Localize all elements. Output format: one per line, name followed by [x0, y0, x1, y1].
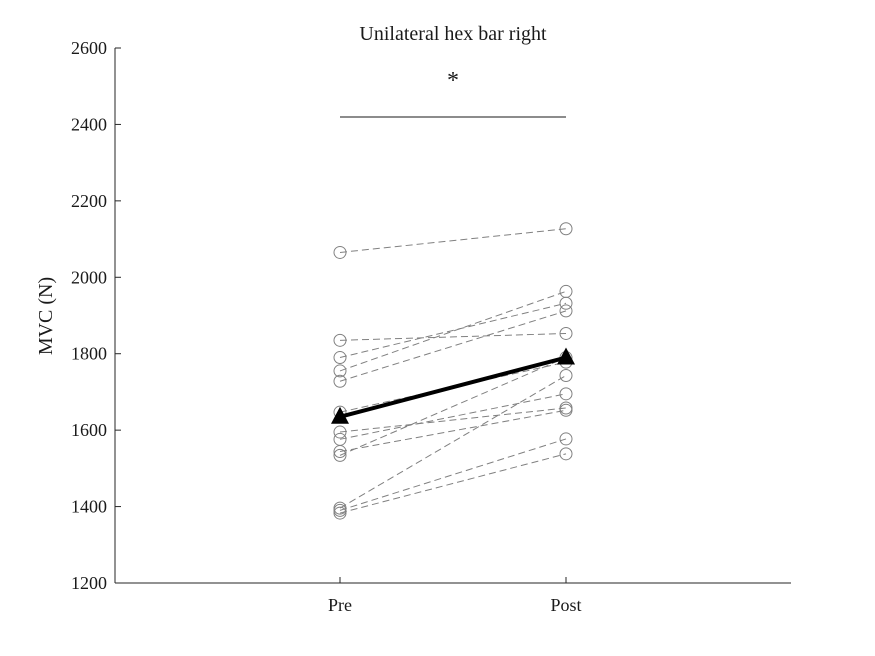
individual-point — [333, 448, 347, 462]
y-tick-label: 1800 — [71, 344, 107, 364]
individual-point — [333, 425, 347, 439]
individual-point — [559, 284, 573, 298]
individual-line — [339, 332, 567, 341]
axes: 1200 1400 1600 1800 2000 2200 2400 2600 Pre Post — [71, 38, 791, 615]
individual-line — [339, 310, 567, 382]
individual-point — [559, 387, 573, 401]
individual-line — [339, 393, 567, 440]
individual-point — [559, 447, 573, 461]
individual-point — [559, 304, 573, 318]
individual-point — [559, 432, 573, 446]
individual-line — [339, 407, 567, 433]
individual-line — [339, 409, 567, 453]
individual-point — [559, 222, 573, 236]
individual-line — [339, 375, 567, 509]
individual-series-group — [333, 222, 573, 520]
y-tick-label: 2000 — [71, 267, 107, 287]
y-tick-label: 1200 — [71, 573, 107, 593]
individual-line — [339, 228, 567, 253]
individual-point — [559, 326, 573, 340]
individual-point — [333, 445, 347, 459]
y-tick-label: 2600 — [71, 38, 107, 58]
individual-line — [339, 290, 567, 372]
y-axis-label: MVC (N) — [35, 277, 57, 355]
individual-point — [333, 351, 347, 365]
mean-series-group — [331, 347, 575, 424]
x-tick-label: Post — [550, 595, 581, 615]
individual-line — [339, 302, 567, 359]
y-tick-label: 2200 — [71, 191, 107, 211]
individual-point — [559, 368, 573, 382]
individual-point — [333, 503, 347, 517]
individual-point — [333, 374, 347, 388]
chart-title: Unilateral hex bar right — [359, 23, 547, 45]
individual-line — [339, 453, 567, 514]
significance-marker: * — [447, 68, 459, 94]
individual-point — [559, 403, 573, 417]
mean-point — [557, 347, 575, 365]
individual-point — [333, 245, 347, 259]
y-tick-label: 2400 — [71, 114, 107, 134]
individual-point — [333, 506, 347, 520]
mean-line — [339, 355, 567, 419]
x-tick-label: Pre — [328, 595, 352, 615]
individual-point — [333, 333, 347, 347]
y-tick-label: 1600 — [71, 420, 107, 440]
mean-point — [331, 406, 349, 424]
individual-line — [339, 357, 567, 456]
individual-point — [333, 364, 347, 378]
y-tick-label: 1400 — [71, 497, 107, 517]
individual-line — [339, 438, 567, 511]
